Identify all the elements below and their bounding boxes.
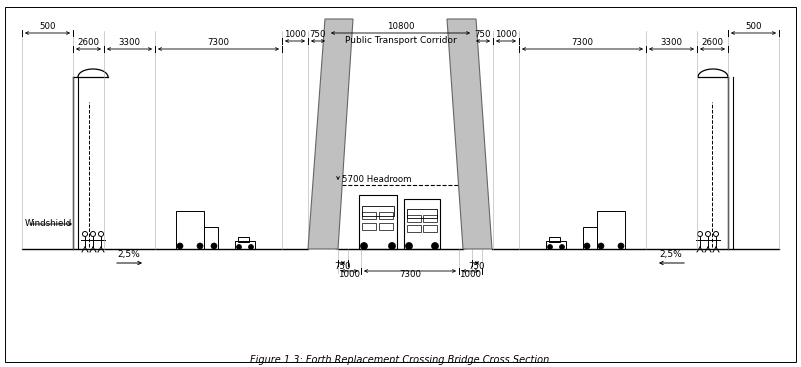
Text: 1000: 1000 (284, 30, 306, 39)
Bar (379, 222, 393, 230)
Polygon shape (308, 19, 353, 249)
Text: 1000: 1000 (339, 270, 360, 279)
Bar (549, 237, 560, 242)
Bar (597, 211, 625, 249)
Text: 750: 750 (335, 262, 352, 271)
Bar (176, 211, 204, 249)
Bar (235, 241, 255, 249)
Text: Public Transport Corridor: Public Transport Corridor (344, 36, 457, 45)
Bar (407, 225, 421, 232)
Text: 500: 500 (745, 22, 762, 31)
Text: 10800: 10800 (387, 22, 414, 31)
Text: 500: 500 (39, 22, 56, 31)
Circle shape (236, 244, 241, 250)
Text: 2600: 2600 (702, 38, 723, 47)
Bar (379, 212, 393, 219)
Text: 2,5%: 2,5% (660, 250, 682, 259)
Circle shape (560, 244, 565, 250)
Bar (546, 241, 566, 249)
Bar (362, 212, 376, 219)
Text: 1000: 1000 (460, 270, 481, 279)
Bar (362, 222, 376, 230)
Text: 3300: 3300 (119, 38, 140, 47)
Text: 5700 Headroom: 5700 Headroom (342, 174, 412, 184)
Circle shape (548, 244, 553, 250)
Bar (583, 227, 597, 249)
Circle shape (618, 243, 624, 249)
Text: Figure 1.3: Forth Replacement Crossing Bridge Cross Section: Figure 1.3: Forth Replacement Crossing B… (251, 355, 549, 365)
Bar (362, 206, 394, 215)
Text: 1000: 1000 (495, 30, 517, 39)
Text: 7300: 7300 (571, 38, 594, 47)
Bar (423, 225, 437, 232)
Text: 2600: 2600 (78, 38, 99, 47)
Circle shape (598, 243, 604, 249)
Bar (404, 199, 440, 249)
Circle shape (405, 243, 413, 250)
Circle shape (584, 243, 590, 249)
Text: 750: 750 (469, 262, 485, 271)
Bar (407, 209, 437, 218)
Bar (407, 214, 421, 222)
Circle shape (388, 243, 396, 250)
Bar (359, 195, 397, 249)
Bar (204, 227, 218, 249)
Circle shape (432, 243, 438, 250)
Text: 7300: 7300 (399, 270, 421, 279)
Bar (238, 237, 249, 242)
Bar (423, 214, 437, 222)
Text: Windshield: Windshield (25, 219, 72, 229)
Circle shape (248, 244, 253, 250)
Text: 3300: 3300 (661, 38, 682, 47)
Text: 2,5%: 2,5% (118, 250, 140, 259)
Circle shape (211, 243, 217, 249)
Text: 750: 750 (310, 30, 326, 39)
Text: 7300: 7300 (207, 38, 230, 47)
Text: 750: 750 (475, 30, 491, 39)
Circle shape (177, 243, 183, 249)
Circle shape (360, 243, 368, 250)
Polygon shape (447, 19, 492, 249)
Circle shape (197, 243, 203, 249)
